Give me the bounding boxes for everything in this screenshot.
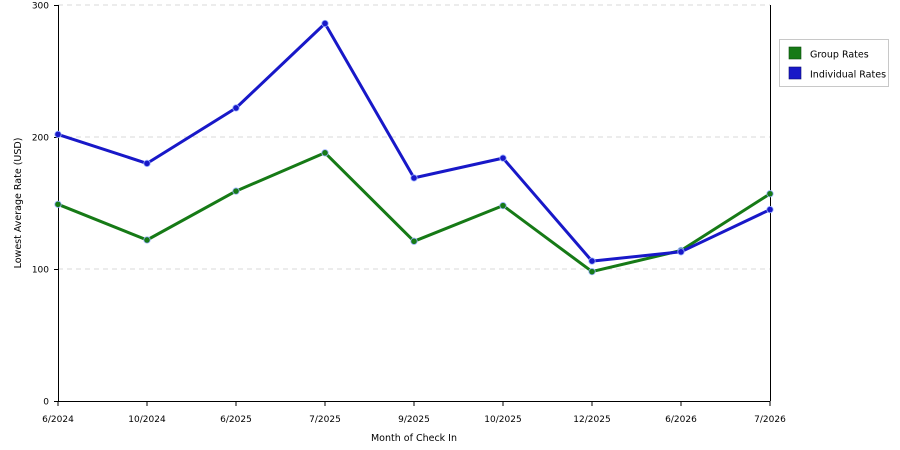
legend: Group Rates Individual Rates [779, 39, 889, 87]
series [54, 19, 774, 276]
data-point-0-2 [232, 187, 240, 195]
y-axis-title: Lowest Average Rate (USD) [13, 138, 24, 269]
data-point-1-5 [499, 154, 507, 162]
data-point-0-8 [766, 190, 774, 198]
data-point-1-8 [766, 206, 774, 214]
x-tick-label-2: 6/2025 [220, 415, 252, 425]
series-line-1 [56, 22, 772, 263]
legend-swatch-individual-rates [788, 66, 802, 80]
y-tick-label-200: 200 [32, 134, 49, 144]
data-point-0-3 [321, 149, 329, 157]
x-tick-label-0: 6/2024 [42, 415, 74, 425]
data-point-0-5 [499, 202, 507, 210]
data-point-1-6 [588, 257, 596, 265]
x-tick-label-5: 10/2025 [484, 415, 521, 425]
x-tick-label-6: 12/2025 [573, 415, 610, 425]
legend-swatch-group-rates [788, 46, 802, 60]
grid-lines [58, 4, 770, 270]
data-point-0-1 [143, 236, 151, 244]
x-axis-title: Month of Check In [371, 433, 457, 444]
y-tick-label-0: 0 [43, 398, 49, 408]
data-point-1-0 [54, 130, 62, 138]
x-tick-label-3: 7/2025 [309, 415, 341, 425]
data-point-0-6 [588, 268, 596, 276]
data-point-1-2 [232, 104, 240, 112]
data-point-0-4 [410, 237, 418, 245]
x-tick-label-1: 10/2024 [128, 415, 166, 425]
data-point-0-0 [54, 200, 62, 208]
legend-label-group-rates: Group Rates [810, 50, 869, 61]
x-tick-label-7: 6/2026 [665, 415, 697, 425]
x-tick-label-4: 9/2025 [398, 415, 430, 425]
y-tick-label-300: 300 [32, 2, 49, 12]
legend-label-individual-rates: Individual Rates [810, 70, 886, 81]
axes [54, 5, 771, 406]
data-point-1-4 [410, 174, 418, 182]
data-point-1-3 [321, 19, 329, 28]
x-tick-label-8: 7/2026 [754, 415, 786, 425]
data-point-1-1 [143, 159, 151, 167]
tick-labels: 0 100 200 300 6/2024 10/2024 6/2025 7/2025 9/202… [32, 2, 786, 426]
data-point-1-7 [677, 248, 685, 256]
y-tick-label-100: 100 [32, 266, 49, 276]
